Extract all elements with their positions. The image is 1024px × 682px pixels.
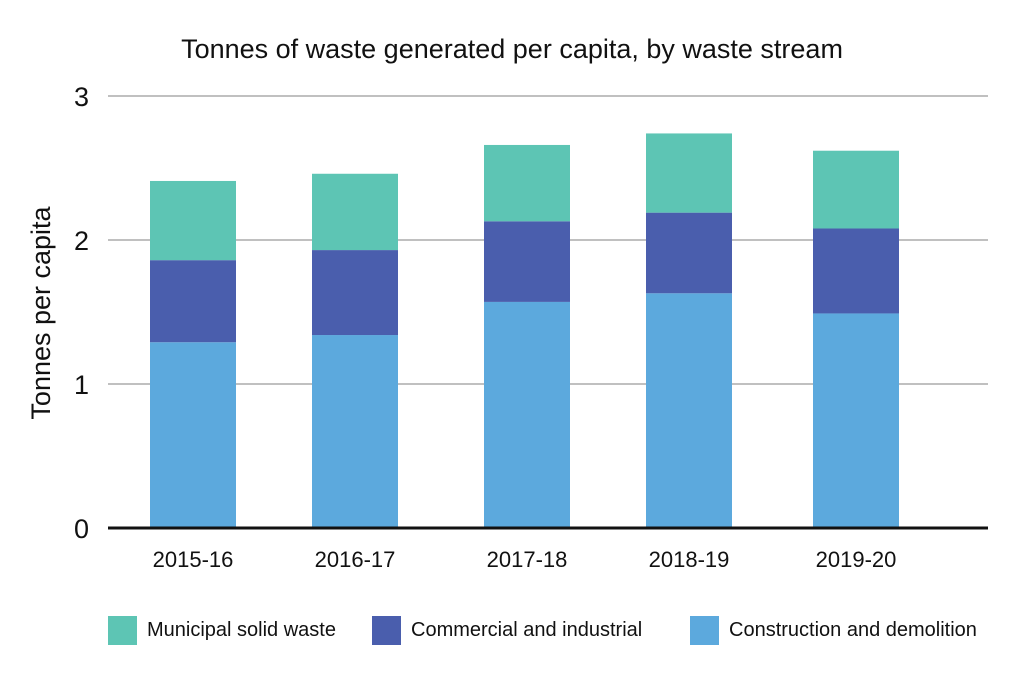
bar-segment	[150, 180, 236, 261]
legend-label: Commercial and industrial	[411, 618, 643, 641]
legend-item: Municipal solid waste	[108, 612, 336, 648]
bar-segment	[150, 342, 236, 528]
y-axis-label: Tonnes per capita	[26, 205, 56, 419]
x-tick-label: 2016-17	[315, 547, 396, 572]
bar-segment	[813, 150, 899, 229]
bar-segment	[150, 260, 236, 343]
y-tick-label: 2	[74, 226, 89, 256]
y-tick-label: 1	[74, 370, 89, 400]
legend-swatch	[372, 615, 401, 645]
legend-item: Commercial and industrial	[372, 612, 642, 648]
bar-segment	[813, 313, 899, 528]
bar-segment	[312, 250, 398, 336]
bar-segment	[484, 144, 570, 222]
bar-segment	[312, 335, 398, 528]
x-tick-label: 2015-16	[153, 547, 234, 572]
bar-segment	[484, 221, 570, 302]
x-tick-label: 2019-20	[816, 547, 897, 572]
y-tick-label: 0	[74, 514, 89, 544]
bar-segment	[646, 133, 732, 213]
bar-segment	[484, 301, 570, 528]
y-tick-label: 3	[74, 82, 89, 112]
legend-swatch	[108, 615, 137, 645]
legend-label: Construction and demolition	[729, 618, 977, 641]
bar-segment	[646, 293, 732, 528]
chart-legend: Municipal solid waste Commercial and indu…	[0, 612, 1024, 648]
legend-swatch	[690, 615, 719, 645]
bar-segment	[312, 173, 398, 251]
x-tick-label: 2018-19	[649, 547, 730, 572]
bar-segment	[813, 228, 899, 314]
x-tick-label: 2017-18	[487, 547, 568, 572]
legend-item: Construction and demolition	[690, 612, 977, 648]
chart-title: Tonnes of waste generated per capita, by…	[181, 34, 843, 64]
bar-segment	[646, 212, 732, 294]
legend-label: Municipal solid waste	[147, 618, 336, 641]
